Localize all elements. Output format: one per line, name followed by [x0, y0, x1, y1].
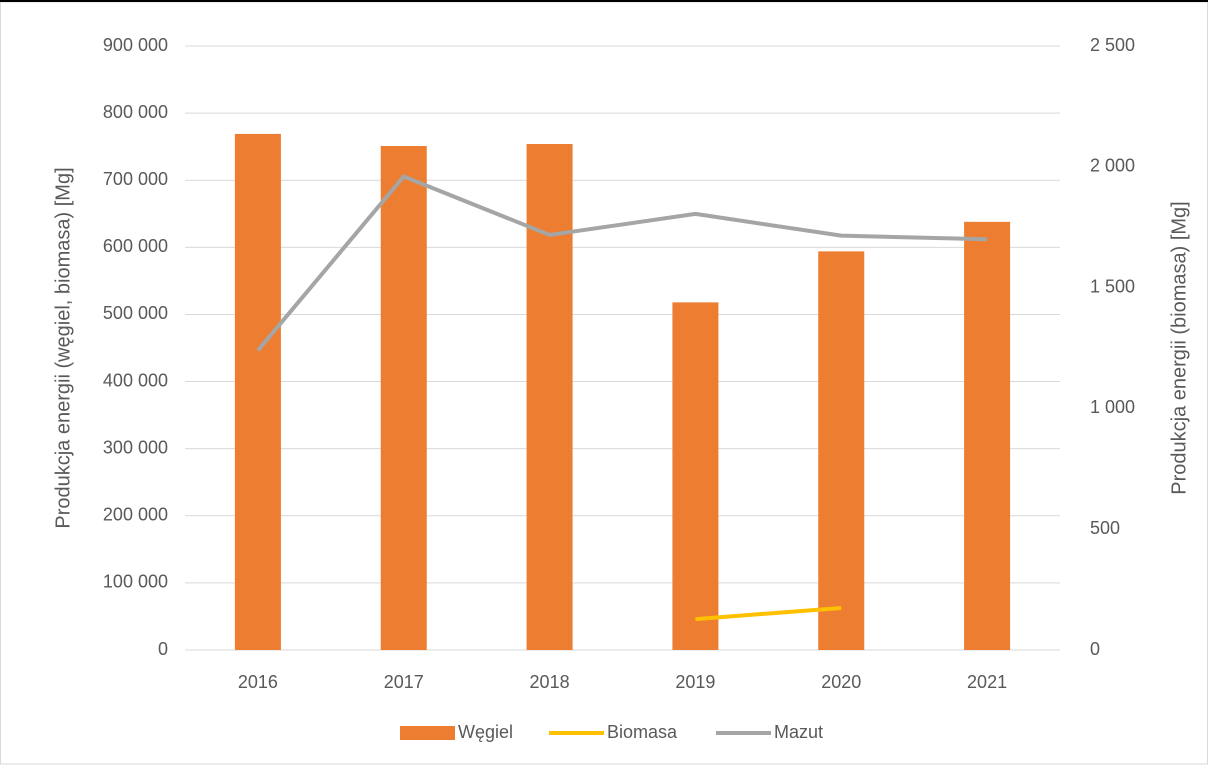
y-tick-label: 900 000 [103, 35, 168, 55]
legend-label: Mazut [774, 722, 823, 742]
line [695, 605, 842, 622]
y2-tick-label: 2 000 [1090, 156, 1135, 176]
y-axis-title: Produkcja energii (węgiel, biomasa) [Mg] [52, 167, 74, 528]
y-tick-label: 200 000 [103, 505, 168, 525]
x-tick-label: 2020 [821, 672, 861, 692]
y-tick-label: 800 000 [103, 102, 168, 122]
y2-tick-label: 500 [1090, 518, 1120, 538]
y-tick-label: 600 000 [103, 236, 168, 256]
y-tick-label: 100 000 [103, 572, 168, 592]
x-tick-label: 2018 [530, 672, 570, 692]
bar [380, 145, 427, 651]
bar [964, 221, 1011, 650]
y-tick-label: 700 000 [103, 169, 168, 189]
x-tick-label: 2016 [238, 672, 278, 692]
bar [672, 302, 719, 650]
y-tick-label: 300 000 [103, 437, 168, 457]
x-tick-label: 2021 [967, 672, 1007, 692]
bar [818, 251, 865, 651]
legend-swatch [400, 726, 455, 740]
y2-tick-label: 1 000 [1090, 397, 1135, 417]
x-tick-label: 2019 [675, 672, 715, 692]
y2-tick-label: 0 [1090, 639, 1100, 659]
legend-label: Biomasa [607, 722, 678, 742]
line [256, 174, 988, 352]
y2-tick-label: 2 500 [1090, 35, 1135, 55]
y-tick-label: 400 000 [103, 370, 168, 390]
bar [234, 133, 281, 651]
bar [526, 143, 573, 650]
x-tick-label: 2017 [384, 672, 424, 692]
legend-label: Węgiel [458, 722, 513, 742]
y2-axis-title: Produkcja energii (biomasa) [Mg] [1168, 201, 1190, 494]
y-tick-label: 0 [158, 639, 168, 659]
y-tick-label: 500 000 [103, 303, 168, 323]
y2-tick-label: 1 500 [1090, 276, 1135, 296]
